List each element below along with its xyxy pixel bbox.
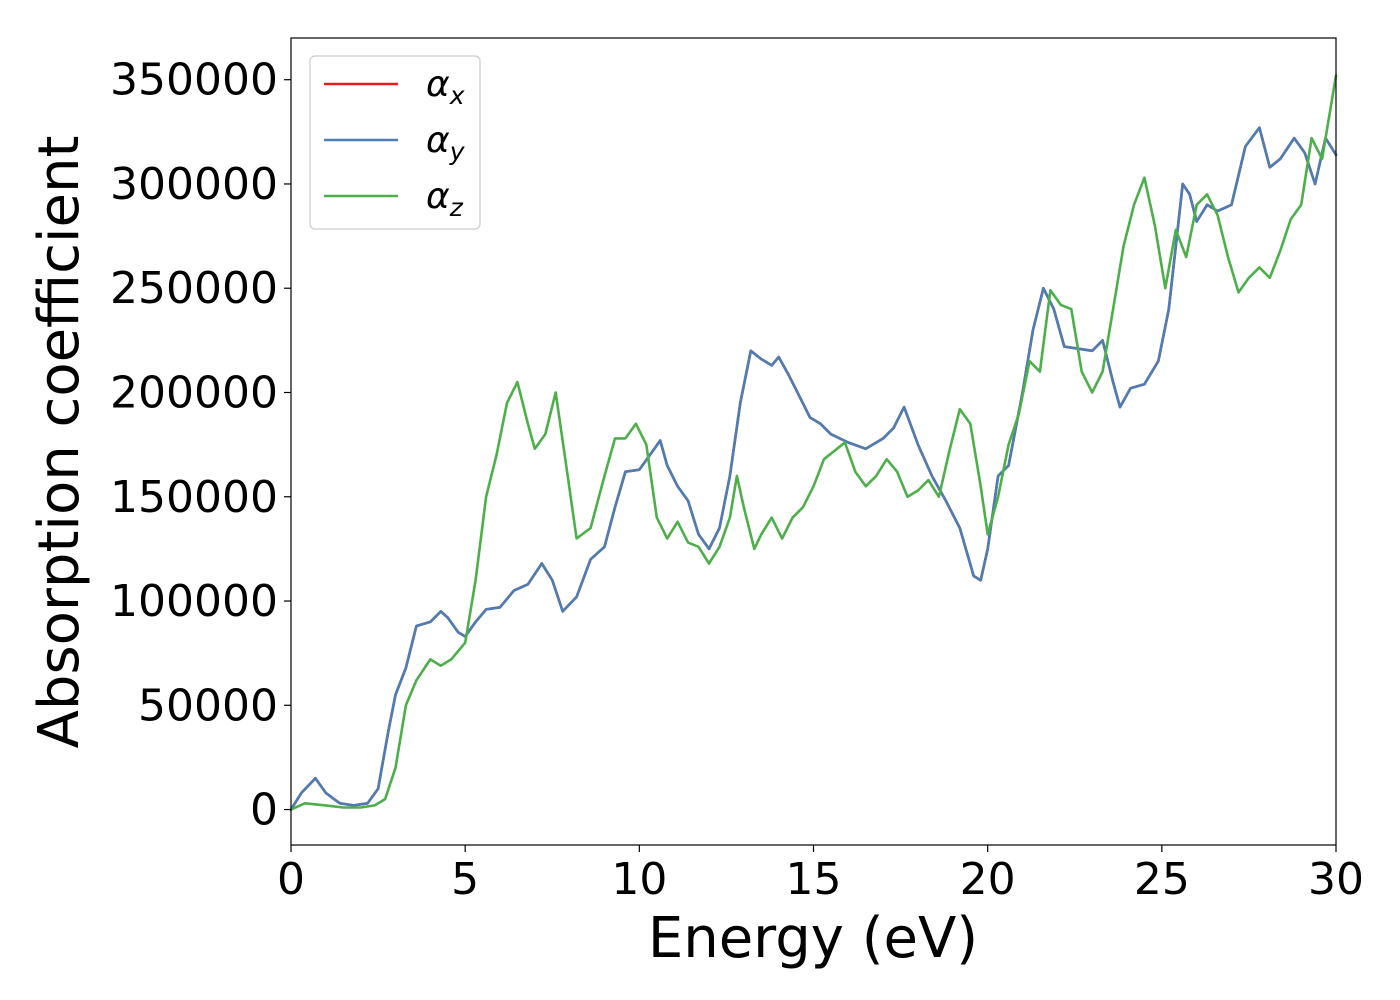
y-tick-label: 100000 [110,576,278,627]
y-tick-label: 150000 [110,472,278,523]
y-tick-label: 300000 [110,159,278,210]
y-axis-label: Absorption coefficient [27,136,92,749]
x-axis-label: Energy (eV) [648,906,978,971]
x-tick-label: 20 [960,854,1016,905]
x-tick-label: 25 [1134,854,1190,905]
series-layer [289,74,1338,811]
series-line-z [289,74,1338,811]
y-tick-label: 350000 [110,55,278,106]
legend-box [309,55,481,230]
legend: αx αy αz [309,55,481,230]
series-line-y [289,126,1338,811]
y-tick-label: 200000 [110,367,278,418]
y-tick-label: 50000 [138,680,278,731]
legend-label-x: αx [426,64,465,110]
x-tick-label: 15 [786,854,842,905]
x-tick-label: 0 [277,854,305,905]
y-axis-ticks: 0 50000 100000 150000 200000 250000 300000 3500… [110,55,291,836]
legend-label-z: αz [426,176,464,222]
y-tick-label: 0 [250,785,278,836]
x-tick-label: 5 [451,854,479,905]
x-tick-label: 30 [1308,854,1364,905]
y-tick-label: 250000 [110,263,278,314]
legend-label-y: αy [426,120,466,166]
x-axis-ticks: 0 5 10 15 20 25 30 [277,845,1364,905]
x-tick-label: 10 [611,854,667,905]
